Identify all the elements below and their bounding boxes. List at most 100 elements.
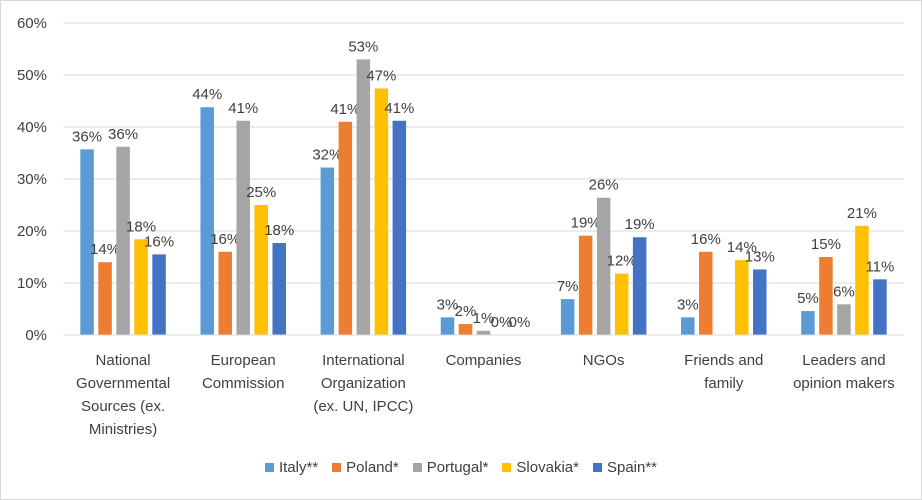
data-label: 12% (607, 253, 637, 270)
bar (735, 260, 749, 335)
data-label: 14% (90, 241, 120, 258)
data-label: 1% (473, 310, 495, 327)
legend-label: Portugal* (426, 459, 489, 476)
legend-item: Poland* (332, 459, 399, 476)
bar (596, 197, 611, 335)
bar-chart: 0%10%20%30%40%50%60%36%14%36%18%16%Natio… (17, 15, 904, 438)
legend-swatch (502, 463, 512, 472)
data-label: 53% (348, 38, 378, 55)
bar (236, 120, 250, 335)
x-category-label: Governmental (76, 375, 170, 392)
bar (98, 262, 112, 335)
bar (699, 251, 713, 335)
legend-item: Slovakia* (502, 459, 579, 476)
data-label: 41% (228, 100, 258, 117)
data-label: 5% (797, 290, 819, 307)
legend-item: Portugal* (412, 459, 489, 476)
x-category-label: Commission (202, 375, 285, 392)
data-label: 19% (625, 216, 655, 233)
legend-swatch (332, 463, 342, 472)
legend-label: Slovakia* (516, 459, 579, 476)
bar (440, 317, 455, 335)
legend-label: Poland* (346, 459, 399, 476)
x-category-label: NGOs (583, 352, 625, 369)
data-label: 44% (192, 86, 222, 103)
legend-swatch (264, 463, 274, 472)
bar (200, 107, 214, 336)
x-category-label: International (322, 352, 405, 369)
data-label: 3% (677, 296, 699, 313)
bar (578, 235, 593, 335)
x-category-label: Organization (321, 375, 406, 392)
x-category-label: opinion makers (793, 375, 895, 392)
data-label: 15% (811, 236, 841, 253)
bar (356, 59, 371, 336)
data-label: 41% (384, 100, 414, 117)
data-label: 26% (589, 177, 619, 194)
y-tick-label: 10% (17, 275, 47, 292)
x-category-label: European (211, 352, 276, 369)
bar (254, 205, 268, 335)
bar (560, 299, 575, 335)
data-label: 25% (246, 184, 276, 201)
x-category-label: Ministries) (89, 421, 157, 438)
x-category-label: Sources (ex. (81, 398, 165, 415)
data-label: 21% (847, 205, 877, 222)
data-label: 2% (455, 303, 477, 320)
bar (152, 254, 166, 335)
data-label: 16% (144, 233, 174, 250)
y-tick-label: 50% (17, 67, 47, 84)
x-category-label: family (704, 375, 744, 392)
bar (837, 304, 851, 335)
data-label: 32% (312, 147, 342, 164)
x-category-label: Friends and (684, 352, 763, 369)
bar (116, 146, 130, 335)
data-label: 0% (509, 314, 531, 331)
bar (218, 251, 232, 335)
data-label: 6% (833, 283, 855, 300)
bar (80, 149, 94, 335)
bar (632, 237, 647, 335)
bar (819, 257, 833, 335)
y-tick-label: 20% (17, 223, 47, 240)
data-label: 16% (210, 231, 240, 248)
bar (614, 273, 629, 335)
data-label: 19% (571, 215, 601, 232)
data-label: 7% (557, 278, 579, 295)
data-label: 18% (126, 218, 156, 235)
bar (458, 324, 473, 335)
x-category-label: (ex. UN, IPCC) (313, 398, 413, 415)
data-label: 41% (330, 101, 360, 118)
y-tick-label: 30% (17, 171, 47, 188)
bar (338, 121, 353, 335)
data-label: 3% (437, 296, 459, 313)
bar (392, 120, 407, 335)
bar (801, 311, 815, 335)
bar (681, 317, 695, 335)
bar (855, 225, 869, 335)
data-label: 11% (865, 258, 894, 275)
bar (753, 269, 767, 335)
x-category-label: Companies (446, 352, 522, 369)
legend-label: Italy** (278, 459, 319, 476)
bar (873, 279, 887, 335)
bar (476, 330, 491, 335)
legend-label: Spain** (606, 459, 658, 476)
legend-swatch (592, 463, 602, 472)
y-tick-label: 60% (17, 15, 47, 32)
data-label: 47% (366, 68, 396, 85)
data-label: 13% (745, 248, 775, 265)
data-label: 36% (108, 126, 138, 143)
x-category-label: National (96, 352, 151, 369)
legend-item: Spain** (592, 459, 658, 476)
data-label: 36% (72, 128, 102, 145)
data-label: 16% (691, 231, 721, 248)
bar (320, 167, 335, 335)
bar (374, 88, 389, 336)
data-label: 14% (727, 239, 757, 256)
y-tick-label: 0% (25, 327, 47, 344)
chart-legend: Italy** Poland* Portugal* Slovakia* Spain** (1, 459, 921, 476)
x-category-label: Leaders and (802, 352, 885, 369)
bar (272, 242, 286, 335)
